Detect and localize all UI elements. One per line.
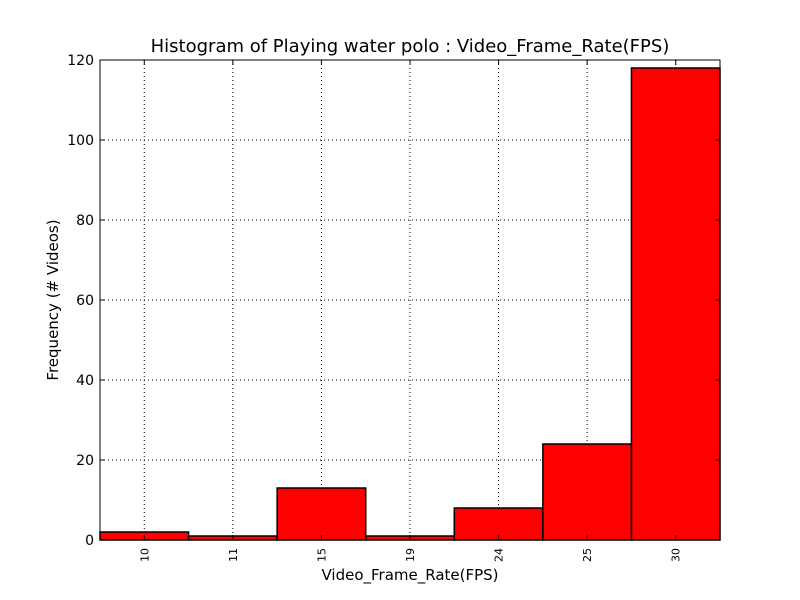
histogram-bar [630, 67, 721, 541]
y-tick-label: 40 [76, 373, 94, 389]
y-tick-label: 60 [76, 293, 94, 309]
histogram-bar [542, 443, 633, 541]
y-tick-label: 100 [67, 133, 94, 149]
y-tick-label: 80 [76, 213, 94, 229]
x-tick-label: 25 [581, 548, 594, 562]
y-ticks: 0 20 40 60 80 100 120 [67, 53, 720, 549]
x-tick-label: 24 [493, 548, 506, 562]
x-axis-label: Video_Frame_Rate(FPS) [321, 566, 498, 585]
y-tick-label: 20 [76, 453, 94, 469]
x-tick-label: 11 [227, 548, 240, 562]
y-axis-label: Frequency (# Videos) [44, 219, 62, 380]
histogram-bar [276, 487, 367, 541]
y-tick-label: 0 [85, 533, 94, 549]
bars [99, 67, 721, 541]
x-tick-label: 15 [315, 548, 328, 562]
y-tick-label: 120 [67, 53, 94, 69]
x-tick-label: 30 [670, 548, 683, 562]
x-tick-label: 19 [404, 548, 417, 562]
x-tick-label: 10 [138, 548, 151, 562]
chart-title: Histogram of Playing water polo : Video_… [151, 36, 670, 57]
x-ticks: 10 11 15 19 24 25 30 [138, 60, 683, 562]
